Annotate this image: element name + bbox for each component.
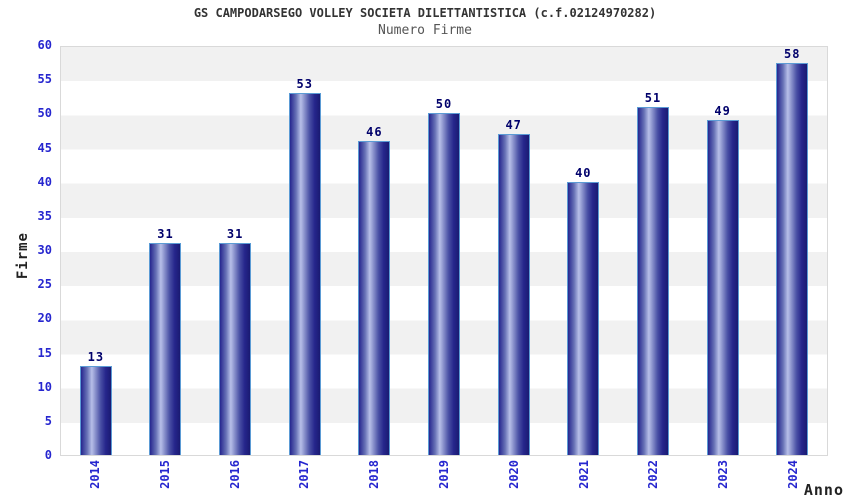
bar: [219, 243, 252, 455]
x-tick-slot: 2020: [479, 460, 549, 498]
bar-value-label: 40: [575, 165, 592, 180]
bar-value-label: 53: [296, 76, 313, 91]
bars-container: 13 31 31 53 46 50 47 40 51 49 58: [61, 47, 827, 455]
x-tick-label: 2018: [367, 460, 382, 489]
bar-slot: 50: [409, 47, 479, 455]
y-tick-label: 10: [37, 379, 52, 394]
bar-slot: 13: [61, 47, 131, 455]
bar: [706, 120, 739, 455]
x-tick-label: 2014: [87, 460, 102, 489]
y-tick-label: 45: [37, 140, 52, 155]
chart-title: GS CAMPODARSEGO VOLLEY SOCIETA DILETTANT…: [193, 6, 657, 20]
x-tick-slot: 2023: [688, 460, 758, 498]
bar: [776, 63, 809, 455]
bar-slot: 53: [270, 47, 340, 455]
bar: [149, 243, 182, 455]
bar-slot: 31: [200, 47, 270, 455]
bar: [428, 113, 461, 455]
bar-slot: 49: [688, 47, 758, 455]
y-tick-label: 55: [37, 72, 52, 87]
bar-slot: 58: [757, 47, 827, 455]
x-tick-label: 2015: [157, 460, 172, 489]
x-tick-slot: 2015: [130, 460, 200, 498]
y-tick-label: 0: [44, 448, 52, 462]
y-tick-label: 25: [37, 277, 52, 292]
x-tick-slot: 2022: [619, 460, 689, 498]
bar-value-label: 50: [435, 97, 453, 112]
bar-value-label: 31: [226, 227, 244, 242]
bar-slot: 40: [548, 47, 618, 455]
x-tick-label: 2024: [786, 460, 801, 489]
x-tick-label: 2017: [297, 460, 312, 489]
bar: [567, 181, 600, 455]
bar: [497, 133, 530, 455]
bar-slot: 46: [340, 47, 410, 455]
x-tick-slot: 2017: [269, 460, 339, 498]
x-tick-slot: 2016: [200, 460, 270, 498]
y-tick-label: 35: [37, 208, 52, 223]
bar-value-label: 47: [505, 117, 522, 132]
bar: [636, 106, 669, 455]
y-tick-label: 60: [37, 38, 52, 52]
bar-slot: 31: [131, 47, 201, 455]
y-tick-label: 40: [37, 174, 52, 189]
x-tick-label: 2019: [436, 460, 451, 489]
bar: [358, 140, 391, 455]
bar: [79, 366, 112, 455]
bar-value-label: 49: [714, 104, 731, 119]
bar-slot: 47: [479, 47, 549, 455]
bar-slot: 51: [618, 47, 688, 455]
x-axis-title: Anno: [803, 481, 844, 499]
y-tick-label: 30: [37, 243, 52, 257]
bar-value-label: 46: [366, 124, 383, 139]
plot-area: 13 31 31 53 46 50 47 40 51 49 58: [60, 46, 828, 456]
x-tick-slot: 2018: [339, 460, 409, 498]
x-tick-slot: 2019: [409, 460, 479, 498]
x-axis-ticks: 2014 2015 2016 2017 2018 2019 2020 2021 2022 2023…: [60, 460, 828, 498]
bar-value-label: 51: [644, 90, 662, 105]
chart-subtitle: Numero Firme: [378, 23, 472, 38]
y-tick-label: 15: [37, 345, 52, 360]
bar-value-label: 31: [157, 227, 174, 242]
x-tick-label: 2022: [646, 460, 661, 489]
y-tick-label: 50: [37, 106, 52, 121]
x-tick-label: 2020: [506, 460, 521, 489]
x-tick-slot: 2014: [60, 460, 130, 498]
y-tick-label: 20: [37, 311, 52, 326]
y-tick-label: 5: [44, 413, 52, 428]
bar-value-label: 58: [784, 47, 801, 61]
bar: [288, 92, 321, 455]
x-tick-label: 2023: [716, 460, 731, 489]
x-tick-label: 2021: [576, 460, 591, 489]
x-tick-slot: 2021: [549, 460, 619, 498]
x-tick-label: 2016: [227, 460, 242, 489]
bar-value-label: 13: [87, 350, 105, 365]
